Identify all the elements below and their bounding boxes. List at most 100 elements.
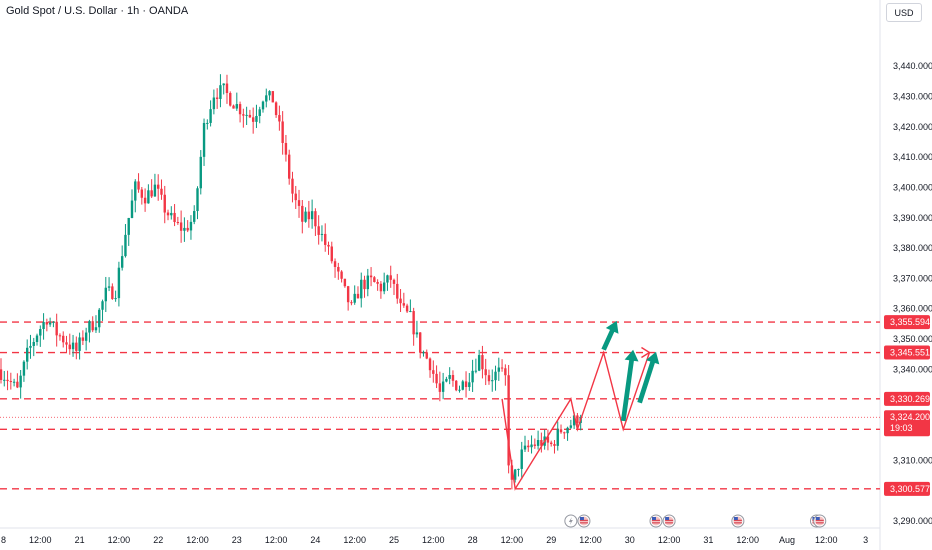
flag-stripe — [733, 519, 742, 521]
candle-body — [386, 275, 389, 283]
price-tick-label: 3,350.000 — [893, 334, 932, 344]
candle-body — [101, 301, 104, 310]
candle-body — [196, 188, 199, 212]
chart-title: Gold Spot / U.S. Dollar · 1h · OANDA — [6, 5, 189, 17]
candle-body — [415, 332, 419, 335]
flag-stripe — [815, 519, 824, 521]
candle-body — [320, 233, 324, 235]
candle-body — [461, 381, 464, 390]
time-tick-label: 28 — [468, 535, 478, 545]
candle-body — [107, 286, 111, 288]
candle-body — [111, 286, 114, 299]
candle-body — [481, 355, 484, 370]
price-level-tag-label: 3,300.577 — [890, 484, 930, 494]
candle-body — [94, 327, 98, 331]
candles — [0, 74, 582, 490]
forecast-arrow — [637, 351, 660, 404]
candle-body — [294, 193, 297, 201]
price-level-tag — [884, 391, 930, 406]
candle-body — [317, 226, 320, 235]
time-tick-label: 12:00 — [265, 535, 288, 545]
flag-canton — [733, 517, 738, 520]
candle-body — [327, 244, 330, 247]
candle-body — [546, 436, 550, 443]
candle-body — [238, 104, 242, 115]
candle-body — [130, 200, 134, 218]
candle-body — [65, 342, 68, 345]
candle-body — [170, 212, 173, 216]
event-markers — [564, 514, 827, 528]
last-price-tag — [884, 410, 930, 435]
candle-body — [229, 93, 232, 106]
time-tick-label: 3 — [863, 535, 868, 545]
candle-body — [48, 322, 52, 325]
candle-body — [376, 281, 379, 284]
candle-body — [497, 367, 500, 372]
candle-body — [536, 440, 540, 446]
candle-body — [242, 114, 245, 116]
candle-body — [350, 302, 353, 304]
time-tick-label: Aug — [779, 535, 795, 545]
candle-body — [523, 445, 527, 450]
price-tick-label: 3,380.000 — [893, 243, 932, 253]
candle-body — [369, 275, 373, 278]
time-tick-label: 8 — [1, 535, 6, 545]
candle-body — [271, 91, 275, 103]
price-tick-label: 3,310.000 — [893, 455, 932, 465]
candle-body — [392, 279, 396, 284]
flag-stripe — [815, 522, 824, 524]
candle-body — [189, 221, 193, 231]
candle-body — [310, 211, 314, 220]
candle-body — [563, 432, 566, 434]
flag-canton — [665, 517, 670, 520]
price-level-tag — [884, 481, 930, 496]
candle-body — [78, 337, 81, 351]
candle-body — [173, 212, 176, 223]
candle-body — [35, 335, 39, 342]
candle-body — [147, 190, 150, 204]
candle-body — [68, 344, 71, 350]
candle-body — [428, 358, 432, 371]
candle-body — [22, 361, 26, 376]
candle-body — [127, 217, 130, 235]
flag-stripe — [733, 522, 742, 524]
projection-zigzag — [501, 350, 651, 491]
candle-body — [307, 211, 311, 220]
candle-body — [343, 278, 347, 287]
forecast-arrow — [601, 320, 619, 351]
price-level-tag — [884, 345, 930, 360]
candle-body — [340, 271, 343, 279]
candle-body — [533, 444, 537, 446]
candle-body — [540, 440, 543, 446]
candle-body — [356, 293, 360, 299]
candle-body — [314, 211, 317, 227]
candle-body — [412, 311, 415, 335]
candle-body — [202, 122, 206, 157]
candle-body — [402, 303, 406, 306]
time-tick-label: 22 — [153, 535, 163, 545]
candle-body — [88, 321, 91, 333]
candle-body — [504, 368, 507, 376]
candle-body — [75, 342, 78, 351]
candle-body — [58, 335, 62, 337]
candle-body — [235, 104, 238, 109]
time-tick-label: 12:00 — [658, 535, 681, 545]
candle-body — [16, 381, 19, 388]
candle-body — [9, 381, 13, 383]
candle-body — [124, 234, 127, 257]
candle-body — [261, 101, 265, 110]
candle-body — [530, 444, 533, 448]
time-tick-label: 12:00 — [815, 535, 838, 545]
candle-body — [143, 197, 147, 204]
flag-canton — [652, 517, 656, 520]
candle-body — [441, 381, 445, 392]
candle-body — [215, 97, 219, 99]
candle-body — [405, 305, 409, 312]
candle-body — [373, 277, 376, 282]
candle-body — [278, 115, 281, 122]
currency-button[interactable]: USD — [886, 3, 922, 22]
candle-body — [409, 311, 412, 313]
candle-body — [186, 227, 189, 231]
candle-body — [120, 256, 124, 268]
